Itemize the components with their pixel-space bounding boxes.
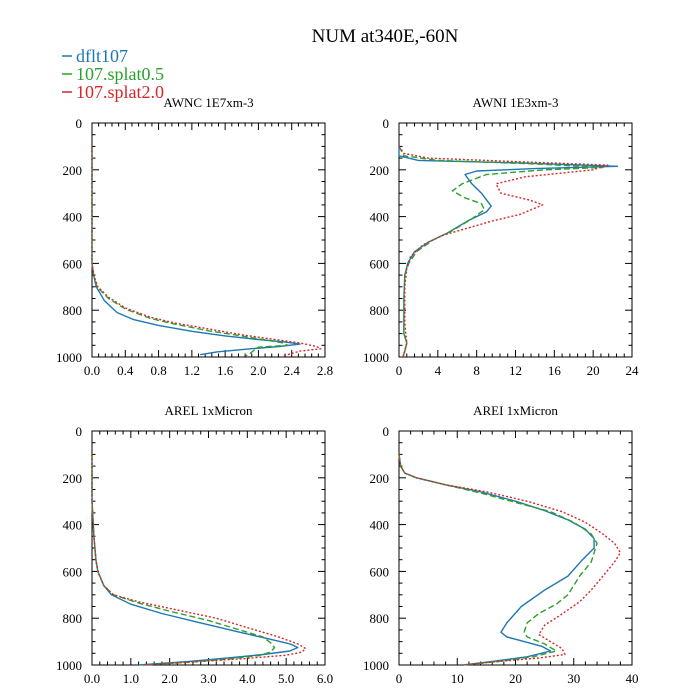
y-tick-label: 1000 (56, 350, 82, 365)
series-line-0-0 (91, 146, 301, 356)
x-tick-label: 0.0 (84, 671, 100, 686)
series-line-0-2 (91, 146, 322, 357)
series-line-3-2 (398, 454, 622, 666)
x-tick-label: 1.2 (184, 363, 200, 378)
x-tick-label: 0 (396, 671, 403, 686)
x-tick-label: 3.0 (200, 671, 216, 686)
series-line-3-0 (398, 454, 595, 666)
y-tick-label: 200 (63, 471, 83, 486)
y-tick-label: 800 (370, 611, 390, 626)
y-tick-label: 0 (76, 116, 83, 131)
y-tick-label: 400 (370, 210, 390, 225)
x-tick-label: 24 (626, 363, 640, 378)
panel-0-title: AWNC 1E7xm-3 (163, 95, 253, 110)
y-tick-label: 800 (63, 611, 83, 626)
legend-label-1: 107.splat0.5 (76, 64, 164, 84)
y-tick-label: 600 (370, 256, 390, 271)
series-line-3-1 (398, 454, 598, 666)
x-tick-label: 0.8 (150, 363, 166, 378)
x-tick-label: 2.8 (317, 363, 333, 378)
y-tick-label: 600 (63, 256, 83, 271)
y-tick-label: 400 (63, 518, 83, 533)
panel-1-title: AWNI 1E3xm-3 (473, 95, 559, 110)
x-tick-label: 20 (587, 363, 600, 378)
panel-3-frame (398, 430, 633, 666)
series-line-1-1 (398, 146, 604, 358)
x-tick-label: 4 (435, 363, 442, 378)
series-line-2-2 (91, 454, 307, 666)
y-tick-label: 200 (370, 471, 390, 486)
y-tick-label: 1000 (363, 350, 389, 365)
series-line-1-0 (398, 146, 619, 358)
panel-0: AWNC 1E7xm-3 0.0 0.4 0.8 1.2 1.6 2.0 2.4 2.8 0 200… (56, 95, 333, 378)
x-tick-label: 1.6 (217, 363, 234, 378)
y-tick-label: 800 (63, 303, 83, 318)
figure-title: NUM at340E,-60N (312, 26, 459, 47)
panel-2: AREL 1xMicron 0.0 1.0 2.0 3.0 4.0 5.0 6.0 0 200 40… (56, 403, 333, 686)
panel-0-frame (91, 122, 326, 358)
series-line-0-1 (91, 146, 289, 357)
y-tick-label: 800 (370, 303, 390, 318)
y-tick-label: 200 (63, 163, 83, 178)
y-tick-label: 0 (383, 424, 390, 439)
x-tick-label: 0 (396, 363, 403, 378)
series-line-1-2 (398, 145, 609, 358)
series-line-2-1 (91, 454, 276, 666)
x-tick-label: 6.0 (317, 671, 333, 686)
x-tick-label: 8 (473, 363, 480, 378)
x-tick-label: 12 (509, 363, 522, 378)
x-tick-label: 2.4 (284, 363, 301, 378)
y-tick-label: 0 (383, 116, 390, 131)
x-tick-label: 40 (626, 671, 639, 686)
panel-2-frame (91, 430, 326, 666)
x-tick-label: 20 (509, 671, 522, 686)
y-tick-label: 1000 (56, 658, 82, 673)
y-tick-label: 600 (370, 564, 390, 579)
x-tick-label: 0.0 (84, 363, 100, 378)
x-tick-label: 30 (567, 671, 580, 686)
y-tick-label: 1000 (363, 658, 389, 673)
y-tick-label: 400 (370, 518, 390, 533)
legend-label-0: dflt107 (76, 46, 128, 66)
y-tick-label: 600 (63, 564, 83, 579)
x-tick-label: 10 (451, 671, 464, 686)
y-tick-label: 0 (76, 424, 83, 439)
panel-3-title: AREI 1xMicron (473, 403, 558, 418)
x-tick-label: 1.0 (123, 671, 139, 686)
panel-1: AWNI 1E3xm-3 0 4 8 12 16 20 24 0 200 400 600 800 1000 (363, 95, 639, 378)
x-tick-label: 16 (548, 363, 562, 378)
x-tick-label: 2.0 (162, 671, 178, 686)
x-tick-label: 2.0 (250, 363, 266, 378)
x-tick-label: 5.0 (278, 671, 294, 686)
y-tick-label: 400 (63, 210, 83, 225)
legend-label-2: 107.splat2.0 (76, 82, 164, 102)
x-tick-label: 0.4 (117, 363, 134, 378)
x-tick-label: 4.0 (239, 671, 255, 686)
panels: AWNC 1E7xm-30.0 0.4 0.8 1.2 1.6 2.0 2.4 2.80200… (56, 95, 639, 686)
y-tick-label: 200 (370, 163, 390, 178)
panel-2-title: AREL 1xMicron (165, 403, 253, 418)
